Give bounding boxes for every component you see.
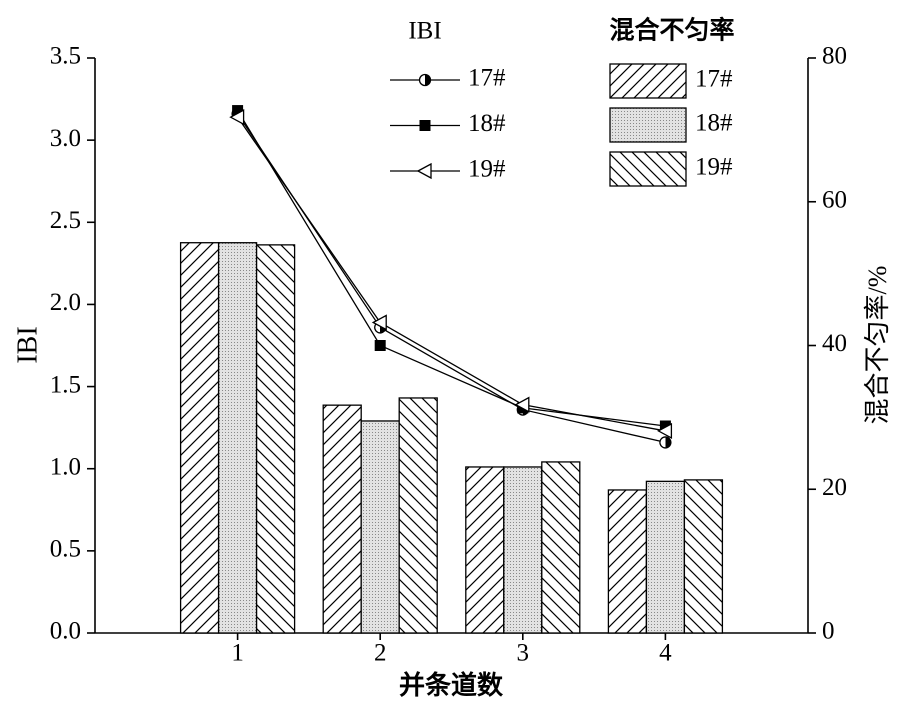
bar	[322, 404, 362, 634]
legend-swatch	[609, 151, 687, 187]
x-tick-label: 3	[517, 640, 530, 667]
y2-tick-label: 80	[822, 43, 847, 70]
bar	[503, 466, 543, 634]
point	[657, 422, 673, 440]
point	[232, 105, 244, 117]
y-tick-label: 1.0	[50, 453, 81, 480]
y-tick-label: 0.0	[50, 618, 81, 645]
bar	[645, 480, 686, 634]
y2-axis-label: 混合不匀率/%	[863, 266, 892, 425]
x-axis-label: 并条道数	[399, 670, 504, 700]
legend-label: 17#	[468, 65, 506, 92]
y2-tick-label: 60	[822, 186, 847, 213]
legend-label: 19#	[695, 154, 733, 181]
bar	[465, 466, 505, 634]
bar	[179, 242, 220, 634]
x-tick-label: 4	[659, 640, 672, 667]
x-tick-label: 2	[374, 640, 387, 667]
x-tick-label: 1	[231, 640, 244, 667]
legend-label: 19#	[468, 156, 506, 183]
point	[371, 314, 387, 331]
legend-title: IBI	[408, 18, 441, 45]
line	[237, 110, 666, 427]
point	[374, 340, 386, 351]
bar	[255, 244, 296, 634]
bar	[217, 242, 258, 634]
y-tick-label: 3.5	[50, 43, 81, 70]
line	[237, 113, 666, 444]
legend-marker	[418, 73, 432, 87]
y-tick-label: 0.5	[50, 536, 81, 563]
legend-title: 混合不匀率	[609, 16, 734, 45]
y-tick-label: 2.0	[50, 289, 81, 316]
y-tick-label: 1.5	[50, 371, 81, 398]
legend-label: 18#	[695, 110, 733, 137]
y-tick-label: 3.0	[50, 125, 81, 152]
y-axis-label: IBI	[12, 326, 43, 363]
point	[659, 436, 672, 449]
bar	[360, 420, 400, 634]
point	[229, 109, 245, 126]
point	[514, 396, 530, 413]
legend-label: 18#	[468, 110, 506, 137]
bar	[683, 479, 724, 634]
y2-tick-label: 40	[822, 330, 847, 357]
legend-label: 17#	[695, 66, 733, 93]
bar	[541, 461, 581, 634]
legend-swatch	[609, 63, 687, 99]
y-tick-label: 2.5	[50, 207, 81, 234]
y2-tick-label: 0	[822, 618, 835, 645]
legend-swatch	[609, 107, 687, 143]
point	[659, 420, 671, 432]
bar	[398, 397, 438, 634]
legend-marker	[419, 120, 431, 131]
y2-tick-label: 20	[822, 474, 847, 501]
legend-marker	[416, 162, 432, 180]
bar	[607, 489, 648, 634]
line	[237, 116, 666, 432]
